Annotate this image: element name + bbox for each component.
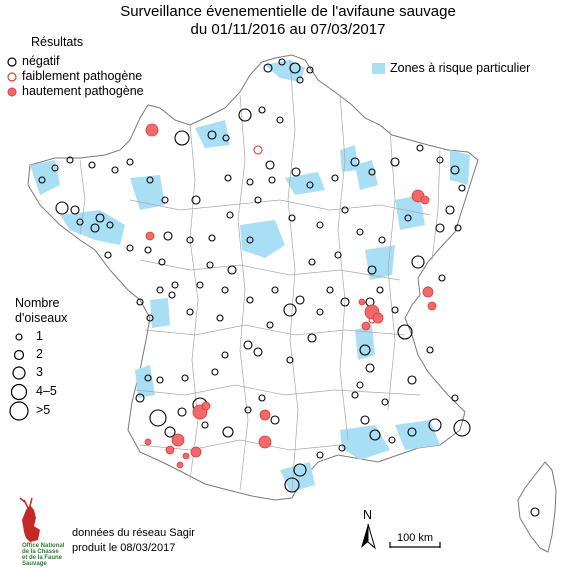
logo-text: Office National de la Chasse et de la Fa… (22, 543, 82, 567)
legend-size-1-marker (15, 333, 23, 341)
logo-line-2: de la Chasse (22, 549, 59, 555)
map-title: Surveillance évenementielle de l'avifaun… (120, 3, 456, 20)
legend-size-45-label: 4–5 (36, 384, 57, 398)
north-arrow-icon (361, 523, 376, 550)
credit-source: données du réseau Sagir (72, 527, 195, 539)
legend-high-marker (7, 87, 17, 97)
negative-points (38, 58, 540, 517)
risk-zones (30, 60, 470, 492)
region-borders (79, 59, 441, 491)
scale-bar (389, 542, 441, 548)
legend-weak-label: faiblement pathogène (22, 69, 143, 83)
legend-negative-label: négatif (22, 54, 60, 68)
logo-line-3: et de la Faune Sauvage (22, 555, 63, 567)
legend-results (7, 57, 17, 97)
legend-size-heading-1: Nombre (15, 296, 60, 310)
legend-zone-label: Zones à risque particulier (390, 61, 531, 75)
legend-size-2-marker (13, 349, 25, 361)
legend-zone-swatch (372, 63, 385, 74)
credit-date: produit le 08/03/2017 (72, 542, 176, 554)
corsica-outline (517, 461, 557, 553)
legend-size-heading-2: d'oiseaux (15, 311, 68, 325)
legend-size-gt5-label: >5 (36, 403, 51, 417)
legend-size-gt5-marker (9, 401, 29, 421)
north-label: N (363, 508, 373, 522)
legend-size-2-label: 2 (36, 347, 43, 361)
legend-results-heading: Résultats (31, 35, 84, 49)
highly-pathogenic-points (144, 123, 437, 469)
legend-size-45-marker (10, 383, 28, 401)
legend-size-3-marker (12, 366, 26, 380)
legend-size-1-label: 1 (36, 329, 43, 343)
legend-size-3-label: 3 (36, 365, 43, 379)
map-subtitle: du 01/11/2016 au 07/03/2017 (190, 21, 386, 38)
legend-negative-marker (7, 57, 17, 67)
legend-weak-marker (7, 72, 17, 82)
scale-label: 100 km (397, 532, 434, 544)
oncfs-logo (19, 497, 40, 542)
legend-size (9, 333, 29, 421)
logo-line-1: Office National (22, 543, 65, 549)
legend-high-label: hautement pathogène (22, 84, 144, 98)
observation-points (38, 58, 540, 517)
